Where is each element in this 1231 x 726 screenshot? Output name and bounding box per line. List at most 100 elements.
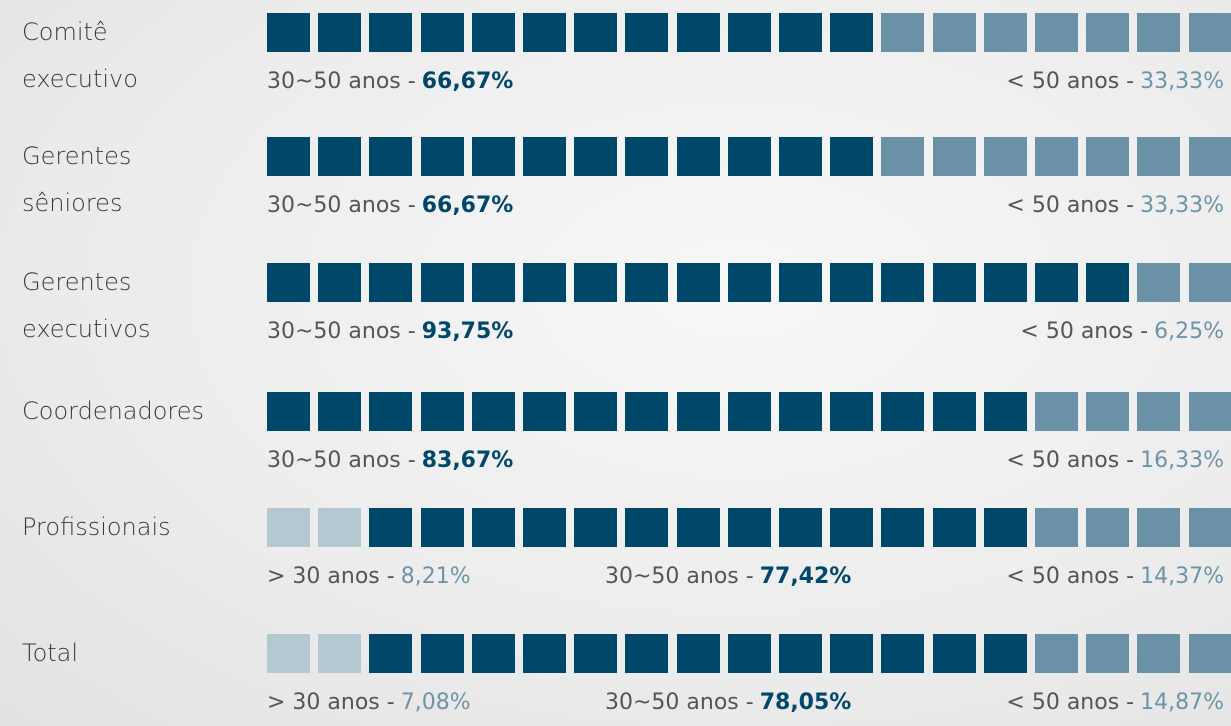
row-label: executivo <box>22 65 138 93</box>
square <box>779 137 822 176</box>
square <box>267 508 310 547</box>
square <box>1137 508 1181 547</box>
square <box>369 634 413 673</box>
square <box>881 137 925 176</box>
square <box>523 634 566 673</box>
square <box>983 392 1027 431</box>
square <box>1086 263 1130 302</box>
square <box>267 634 310 673</box>
square <box>1035 392 1078 431</box>
square <box>318 263 362 302</box>
square <box>420 13 464 52</box>
square <box>1137 263 1181 302</box>
square <box>830 508 874 547</box>
square <box>779 634 822 673</box>
segment-value: 16,33% <box>1140 448 1224 473</box>
segment-label: 30~50 anos -66,67% <box>267 193 513 218</box>
segment-label: < 50 anos -6,25% <box>1020 319 1224 344</box>
square <box>983 508 1027 547</box>
square <box>574 137 618 176</box>
segment-label: 30~50 anos -93,75% <box>267 319 513 344</box>
square <box>932 137 976 176</box>
square <box>676 13 720 52</box>
square <box>574 508 618 547</box>
square <box>779 13 822 52</box>
segment-label: < 50 anos -14,87% <box>1006 690 1224 715</box>
segment-value: 66,67% <box>421 193 514 218</box>
square <box>779 508 822 547</box>
square <box>1086 137 1130 176</box>
segment-value: 6,25% <box>1154 319 1224 344</box>
square <box>676 392 720 431</box>
square <box>1035 137 1078 176</box>
segment-label: < 50 anos -16,33% <box>1006 448 1224 473</box>
square <box>830 13 874 52</box>
segment-name: 30~50 anos - <box>605 564 754 589</box>
square <box>1035 13 1078 52</box>
square <box>1137 634 1181 673</box>
square <box>471 634 515 673</box>
square <box>727 392 771 431</box>
row-label: Coordenadores <box>22 397 205 425</box>
segment-value: 33,33% <box>1140 69 1224 94</box>
square <box>267 392 310 431</box>
square <box>471 508 515 547</box>
segment-name: < 50 anos - <box>1006 690 1135 715</box>
square <box>830 392 874 431</box>
square <box>318 634 362 673</box>
square <box>830 137 874 176</box>
square <box>267 13 310 52</box>
square <box>983 13 1027 52</box>
square <box>779 392 822 431</box>
square <box>932 508 976 547</box>
square <box>523 508 566 547</box>
square <box>420 508 464 547</box>
square <box>881 13 925 52</box>
square <box>420 634 464 673</box>
square <box>1188 13 1231 52</box>
square <box>471 263 515 302</box>
square <box>369 263 413 302</box>
segment-name: 30~50 anos - <box>267 448 416 473</box>
square <box>369 137 413 176</box>
square <box>369 392 413 431</box>
square <box>932 392 976 431</box>
square <box>1035 508 1078 547</box>
square <box>471 13 515 52</box>
square <box>471 137 515 176</box>
square <box>420 137 464 176</box>
square <box>932 263 976 302</box>
segment-value: 93,75% <box>421 319 514 344</box>
square <box>1086 508 1130 547</box>
segment-value: 14,87% <box>1140 690 1224 715</box>
square <box>1086 634 1130 673</box>
row-label: Gerentes <box>22 268 132 296</box>
square <box>727 508 771 547</box>
segment-name: > 30 anos - <box>267 690 395 715</box>
square <box>523 137 566 176</box>
segment-value: 83,67% <box>421 448 514 473</box>
segment-name: 30~50 anos - <box>605 690 754 715</box>
square <box>267 137 310 176</box>
segment-name: > 30 anos - <box>267 564 395 589</box>
square <box>727 634 771 673</box>
square <box>932 634 976 673</box>
square <box>1188 137 1231 176</box>
segment-label: > 30 anos -7,08% <box>267 690 471 715</box>
square <box>369 13 413 52</box>
square <box>523 263 566 302</box>
segment-label: 30~50 anos -77,42% <box>605 564 851 589</box>
segment-label: 30~50 anos -83,67% <box>267 448 513 473</box>
row-label: Gerentes <box>22 142 132 170</box>
segment-label: 30~50 anos -66,67% <box>267 69 513 94</box>
segment-name: < 50 anos - <box>1006 193 1135 218</box>
segment-name: < 50 anos - <box>1006 448 1135 473</box>
square <box>574 263 618 302</box>
segment-value: 14,37% <box>1140 564 1224 589</box>
square <box>318 13 362 52</box>
square <box>779 263 822 302</box>
square <box>932 13 976 52</box>
square <box>881 263 925 302</box>
row-label: sêniores <box>22 189 123 217</box>
segment-value: 78,05% <box>759 690 852 715</box>
